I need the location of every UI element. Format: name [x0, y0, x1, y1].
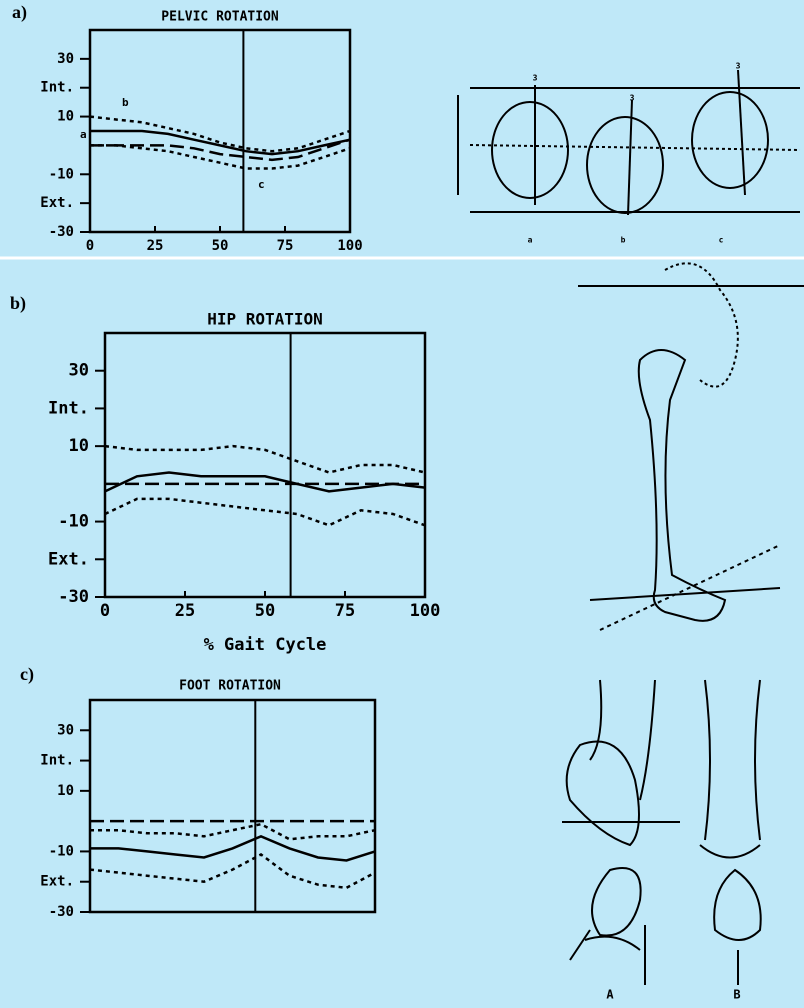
y-tick-label: -30	[58, 587, 89, 607]
x-tick-label: 50	[255, 601, 275, 621]
y-tick-label: -10	[49, 843, 74, 859]
y-tick-label: 30	[57, 722, 74, 738]
y-tick-label: Int.	[48, 398, 89, 418]
y-tick-label: Int.	[40, 80, 74, 96]
y-tick-label: Ext.	[40, 195, 74, 211]
y-tick-label: Ext.	[40, 874, 74, 890]
illustration-label: c	[719, 236, 724, 245]
x-tick-label: 75	[277, 238, 294, 254]
y-tick-label: Ext.	[48, 549, 89, 569]
line-series	[90, 836, 375, 860]
x-tick-label: 25	[175, 601, 195, 621]
line-series	[90, 131, 350, 154]
y-tick-label: 30	[69, 361, 89, 381]
illustration-label: A	[606, 988, 614, 1002]
x-tick-label: 25	[147, 238, 164, 254]
x-axis-label: % Gait Cycle	[204, 635, 327, 655]
illustration-label: b	[621, 236, 626, 245]
plot-frame	[90, 700, 375, 912]
figure: PELVIC ROTATIONa)-30Ext.-1010Int.3002550…	[0, 0, 804, 1008]
curve-label: c	[258, 178, 265, 191]
panel-label: c)	[20, 664, 34, 685]
foot-illustration	[562, 680, 761, 985]
chart-title: FOOT ROTATION	[179, 679, 281, 694]
x-tick-label: 75	[335, 601, 355, 621]
line-series	[105, 473, 425, 492]
y-tick-label: 30	[57, 51, 74, 67]
x-tick-label: 50	[212, 238, 229, 254]
panel-label: b)	[10, 293, 26, 314]
illustration-label: a	[528, 236, 533, 245]
y-tick-label: -10	[58, 512, 89, 532]
line-series	[105, 446, 425, 472]
y-tick-label: 10	[69, 436, 89, 456]
x-tick-label: 0	[86, 238, 94, 254]
illustration-label: 3	[736, 62, 741, 71]
chart-title: PELVIC ROTATION	[161, 10, 279, 25]
y-tick-label: Int.	[40, 753, 74, 769]
y-tick-label: -10	[49, 166, 74, 182]
illustration-label: 3	[630, 94, 635, 103]
curve-label: b	[122, 96, 129, 109]
pelvis-illustration	[458, 70, 800, 215]
panel-label: a)	[12, 2, 27, 23]
y-tick-label: -30	[49, 904, 74, 920]
x-tick-label: 0	[100, 601, 110, 621]
y-tick-label: 10	[57, 783, 74, 799]
line-series	[105, 499, 425, 525]
x-tick-label: 100	[410, 601, 441, 621]
y-tick-label: -30	[49, 224, 74, 240]
plot-frame	[105, 333, 425, 597]
femur-illustration	[578, 263, 804, 630]
y-tick-label: 10	[57, 109, 74, 125]
curve-label: a	[80, 128, 87, 141]
line-series	[90, 824, 375, 839]
illustration-label: 3	[533, 74, 538, 83]
illustration-label: B	[733, 988, 740, 1002]
chart-title: HIP ROTATION	[207, 310, 323, 329]
x-tick-label: 100	[337, 238, 362, 254]
